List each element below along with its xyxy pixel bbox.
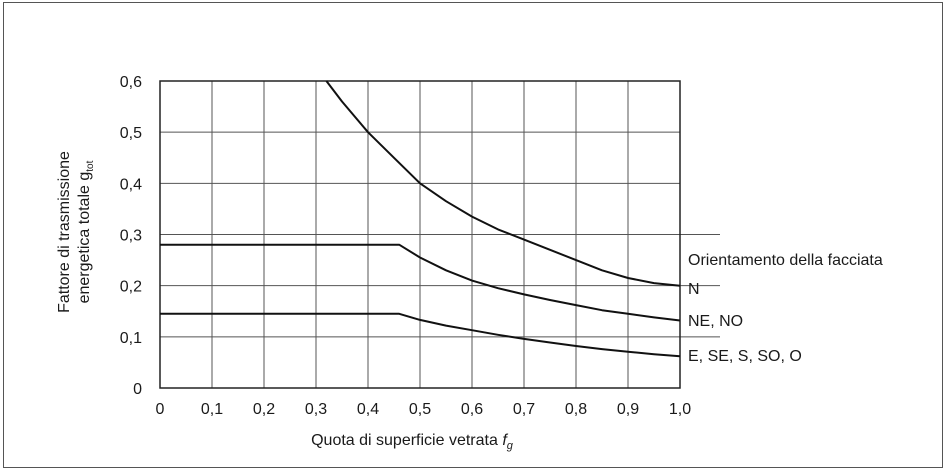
x-tick-label: 0,8 xyxy=(565,401,587,418)
x-tick-label: 0,3 xyxy=(305,401,327,418)
legend-label-n: N xyxy=(688,281,700,298)
series-line-1 xyxy=(160,243,681,322)
extra-horizontal-lines xyxy=(680,234,720,338)
chart-frame xyxy=(3,2,943,468)
legend-title: Orientamento della facciata xyxy=(688,252,883,269)
legend-label-ne-no: NE, NO xyxy=(688,313,743,330)
x-axis-label: Quota di superficie vetrata fg xyxy=(311,432,514,452)
series-line-2 xyxy=(160,312,681,358)
series-line-0 xyxy=(325,80,681,287)
y-tick-label: 0,1 xyxy=(120,330,142,347)
y-tick-label: 0,6 xyxy=(120,74,142,91)
x-tick-label: 0 xyxy=(156,401,165,418)
y-tick-label: 0,4 xyxy=(120,176,142,193)
legend-label-e-se-s-so-o: E, SE, S, SO, O xyxy=(688,348,802,365)
y-tick-label: 0 xyxy=(133,381,142,398)
y-axis-label-line1: Fattore di trasmissione xyxy=(56,151,73,313)
y-tick-label: 0,3 xyxy=(120,228,142,245)
y-axis-label: Fattore di trasmissione energetica total… xyxy=(56,151,96,313)
y-tick-label: 0,5 xyxy=(120,125,142,142)
x-tick-label: 0,2 xyxy=(253,401,275,418)
plot-area-border xyxy=(159,80,681,389)
x-axis-ticks: 0 0,1 0,2 0,3 0,4 0,5 0,6 0,7 0,8 0,9 1,0 xyxy=(156,401,692,418)
y-tick-label: 0,2 xyxy=(120,279,142,296)
x-tick-label: 0,9 xyxy=(617,401,639,418)
x-tick-label: 0,1 xyxy=(201,401,223,418)
y-axis-ticks: 0 0,1 0,2 0,3 0,4 0,5 0,6 xyxy=(120,74,142,398)
x-tick-label: 0,6 xyxy=(461,401,483,418)
series-lines xyxy=(160,80,681,358)
x-tick-label: 0,5 xyxy=(409,401,431,418)
x-tick-label: 0,7 xyxy=(513,401,535,418)
y-axis-label-line2: energetica totale gtot xyxy=(76,160,96,303)
x-tick-label: 1,0 xyxy=(669,401,691,418)
x-tick-label: 0,4 xyxy=(357,401,379,418)
